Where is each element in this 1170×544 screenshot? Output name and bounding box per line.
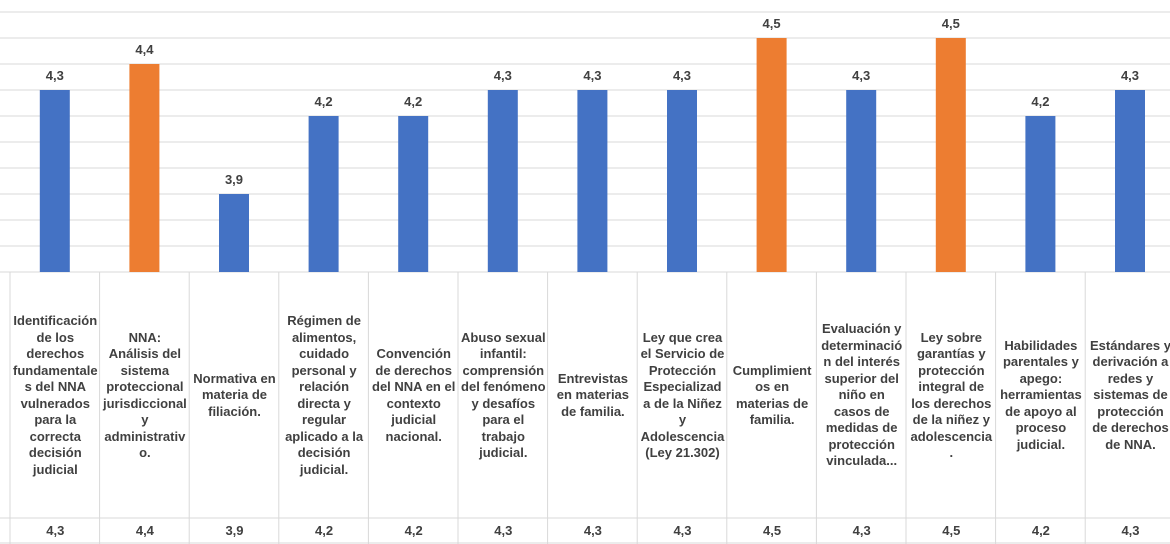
category-label: Entrevistas en materias de familia. <box>556 370 630 419</box>
category-label: Estándares y derivación a redes y sistem… <box>1090 337 1170 452</box>
bar <box>756 38 787 272</box>
table-value: 4,3 <box>583 522 602 538</box>
table-value: 4,2 <box>404 522 423 538</box>
bar <box>935 38 966 272</box>
category-label: Identificación de los derechos fundament… <box>13 313 98 477</box>
table-value: 4,5 <box>763 522 782 538</box>
data-label: 4,4 <box>135 42 154 57</box>
bar <box>308 116 339 272</box>
data-label: 4,3 <box>673 68 691 83</box>
category-label: Abuso sexual infantil: comprensión del f… <box>461 329 546 461</box>
table-value: 4,4 <box>135 522 154 538</box>
bar <box>219 194 249 272</box>
category-label: Habilidades parentales y apego: herramie… <box>1000 337 1082 452</box>
data-label: 4,3 <box>494 68 512 83</box>
bar <box>129 64 160 272</box>
category-label: NNA: Análisis del sistema proteccional j… <box>102 329 187 461</box>
data-label: 4,5 <box>763 16 781 31</box>
data-label: 3,9 <box>225 172 243 187</box>
table-value: 3,9 <box>225 522 244 538</box>
data-label: 4,3 <box>46 68 64 83</box>
bar <box>39 90 70 272</box>
table-value: 4,3 <box>494 522 513 538</box>
category-label: Ley que crea el Servicio de Protección E… <box>640 329 725 461</box>
data-label: 4,2 <box>1031 94 1049 109</box>
category-label: Convención de derechos del NNA en el con… <box>372 346 456 444</box>
data-label: 4,3 <box>1121 68 1139 83</box>
bar <box>667 90 697 272</box>
category-label: Evaluación y determinación del interés s… <box>821 321 903 469</box>
data-label: 4,2 <box>404 94 422 109</box>
table-value: 4,3 <box>852 522 871 538</box>
table-value: 4,3 <box>46 522 65 538</box>
bar <box>1025 116 1056 272</box>
category-label: Ley sobre garantías y protección integra… <box>910 329 993 461</box>
bar <box>487 90 518 272</box>
table-value: 4,3 <box>1121 522 1140 538</box>
category-label: Régimen de alimentos, cuidado personal y… <box>285 313 364 477</box>
table-value: 4,2 <box>1031 522 1050 538</box>
category-label: Normativa en materia de filiación. <box>193 370 276 419</box>
bar <box>577 90 608 272</box>
data-label: 4,2 <box>315 94 333 109</box>
table-value: 4,5 <box>942 522 961 538</box>
table-value: 4,2 <box>315 522 334 538</box>
data-label: 4,3 <box>852 68 870 83</box>
data-label: 4,5 <box>942 16 960 31</box>
bar <box>846 90 877 272</box>
table-value: 4,3 <box>673 522 692 538</box>
bar <box>398 116 429 272</box>
category-label: Cumplimientos en materias de familia. <box>732 362 812 428</box>
data-label: 4,3 <box>583 68 601 83</box>
bar <box>1115 90 1145 272</box>
